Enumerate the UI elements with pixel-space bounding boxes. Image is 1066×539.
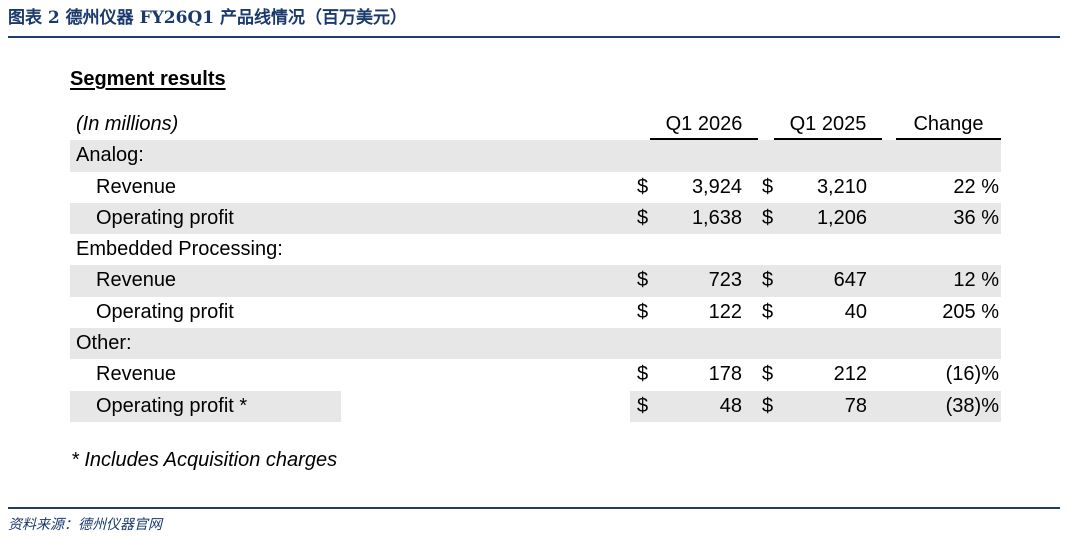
currency-symbol: $ xyxy=(637,206,649,229)
value-q1-2026: 122 xyxy=(708,300,742,323)
section-label: Other: xyxy=(76,332,132,355)
change-value: 205 % xyxy=(942,300,999,323)
table-row: Revenue $ 723 $ 647 12 % xyxy=(70,265,1001,298)
bottom-rule xyxy=(8,507,1060,509)
row-label: Operating profit xyxy=(96,300,234,323)
unit-label: (In millions) xyxy=(76,113,179,135)
source-note: 资料来源：德州仪器官网 xyxy=(8,517,162,533)
change-value: (16)% xyxy=(945,363,999,386)
value-q1-2025: 78 xyxy=(844,394,867,417)
value-q1-2025: 3,210 xyxy=(816,175,867,198)
currency-symbol: $ xyxy=(762,363,774,386)
currency-symbol: $ xyxy=(762,206,774,229)
section-row: Analog: xyxy=(70,140,1001,172)
figure-title: 图表 2 德州仪器 FY26Q1 产品线情况（百万美元） xyxy=(8,8,408,28)
currency-symbol: $ xyxy=(762,300,774,323)
currency-symbol: $ xyxy=(762,175,774,198)
section-row: Embedded Processing: xyxy=(70,234,1001,265)
currency-symbol: $ xyxy=(637,394,649,417)
value-q1-2026: 3,924 xyxy=(691,175,742,198)
header-underline xyxy=(650,138,758,140)
value-q1-2025: 1,206 xyxy=(816,206,867,229)
column-header-q1-2025: Q1 2025 xyxy=(789,113,867,135)
value-q1-2025: 647 xyxy=(833,269,867,292)
header-underline xyxy=(774,138,882,140)
section-label: Embedded Processing: xyxy=(76,238,283,261)
row-label: Revenue xyxy=(96,269,177,292)
value-q1-2026: 1,638 xyxy=(691,206,742,229)
section-label: Analog: xyxy=(76,144,144,167)
column-header-change: Change xyxy=(913,113,984,135)
row-label: Revenue xyxy=(96,363,177,386)
row-label: Revenue xyxy=(96,175,177,198)
value-q1-2025: 40 xyxy=(844,300,867,323)
currency-symbol: $ xyxy=(637,175,649,198)
currency-symbol: $ xyxy=(637,363,649,386)
table-row: Operating profit * $ 48 $ 78 (38)% xyxy=(70,390,1001,423)
change-value: (38)% xyxy=(945,394,999,417)
table-row: Revenue $ 178 $ 212 (16)% xyxy=(70,359,1001,390)
value-q1-2026: 723 xyxy=(708,269,742,292)
currency-symbol: $ xyxy=(762,394,774,417)
table-row: Operating profit $ 122 $ 40 205 % xyxy=(70,297,1001,328)
segment-results-title: Segment results xyxy=(70,68,226,90)
header-underline xyxy=(896,138,1001,140)
change-value: 36 % xyxy=(953,206,999,229)
table-row: Operating profit $ 1,638 $ 1,206 36 % xyxy=(70,202,1001,235)
top-rule xyxy=(8,36,1060,38)
table-header-row: (In millions) Q1 2026 Q1 2025 Change xyxy=(70,109,1001,140)
value-q1-2025: 212 xyxy=(833,363,867,386)
segment-results-table: (In millions) Q1 2026 Q1 2025 Change Ana… xyxy=(70,109,1001,423)
currency-symbol: $ xyxy=(762,269,774,292)
currency-symbol: $ xyxy=(637,300,649,323)
footnote: * Includes Acquisition charges xyxy=(71,449,338,471)
value-q1-2026: 178 xyxy=(708,363,742,386)
change-value: 12 % xyxy=(953,269,999,292)
section-row: Other: xyxy=(70,328,1001,360)
row-label: Operating profit xyxy=(96,206,234,229)
currency-symbol: $ xyxy=(637,269,649,292)
row-label: Operating profit * xyxy=(96,394,248,417)
column-header-q1-2026: Q1 2026 xyxy=(665,113,743,135)
value-q1-2026: 48 xyxy=(719,394,742,417)
change-value: 22 % xyxy=(953,175,999,198)
table-row: Revenue $ 3,924 $ 3,210 22 % xyxy=(70,172,1001,203)
